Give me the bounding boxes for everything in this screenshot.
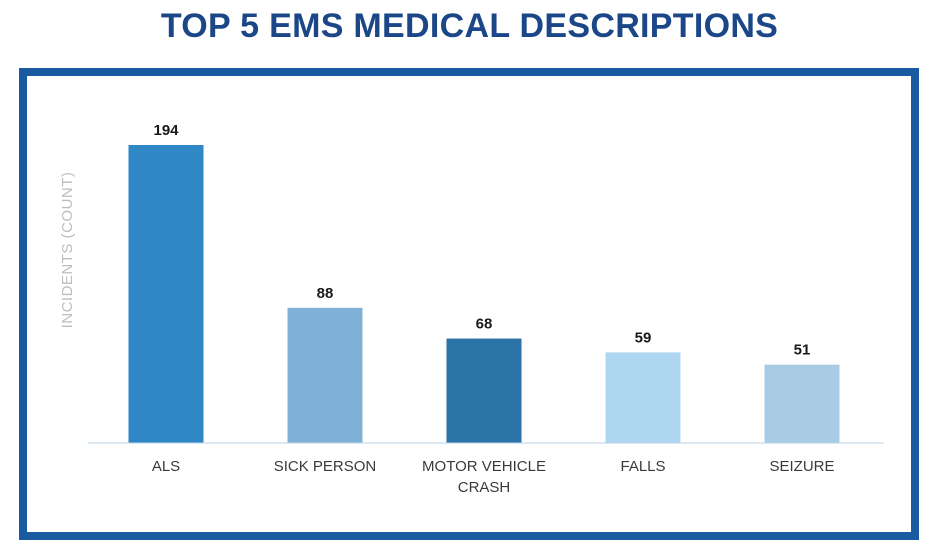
category-label-1: SICK PERSON [274,458,377,475]
category-label-3: FALLS [620,458,665,475]
y-axis-title: INCIDENTS (COUNT) [59,172,76,329]
value-label-0: 194 [153,122,179,139]
bar-3 [605,352,681,443]
bar-2 [446,338,522,443]
category-label-2-line-0: MOTOR VEHICLE [422,458,546,475]
bar-0 [128,145,204,443]
value-label-1: 88 [317,285,334,302]
category-label-4: SEIZURE [769,458,834,475]
bar-1 [287,307,363,443]
bar-4 [764,364,840,443]
value-label-3: 59 [635,329,652,346]
value-label-4: 51 [794,342,811,359]
chart-title: TOP 5 EMS MEDICAL DESCRIPTIONS [160,7,779,45]
category-label-2-line-1: CRASH [458,479,511,496]
category-label-0: ALS [152,458,180,475]
value-label-2: 68 [476,316,493,333]
bars-layer: 194 ALS 88 SICK PERSON 68 MOTOR VEHICLE CRASH 5… [128,122,840,496]
